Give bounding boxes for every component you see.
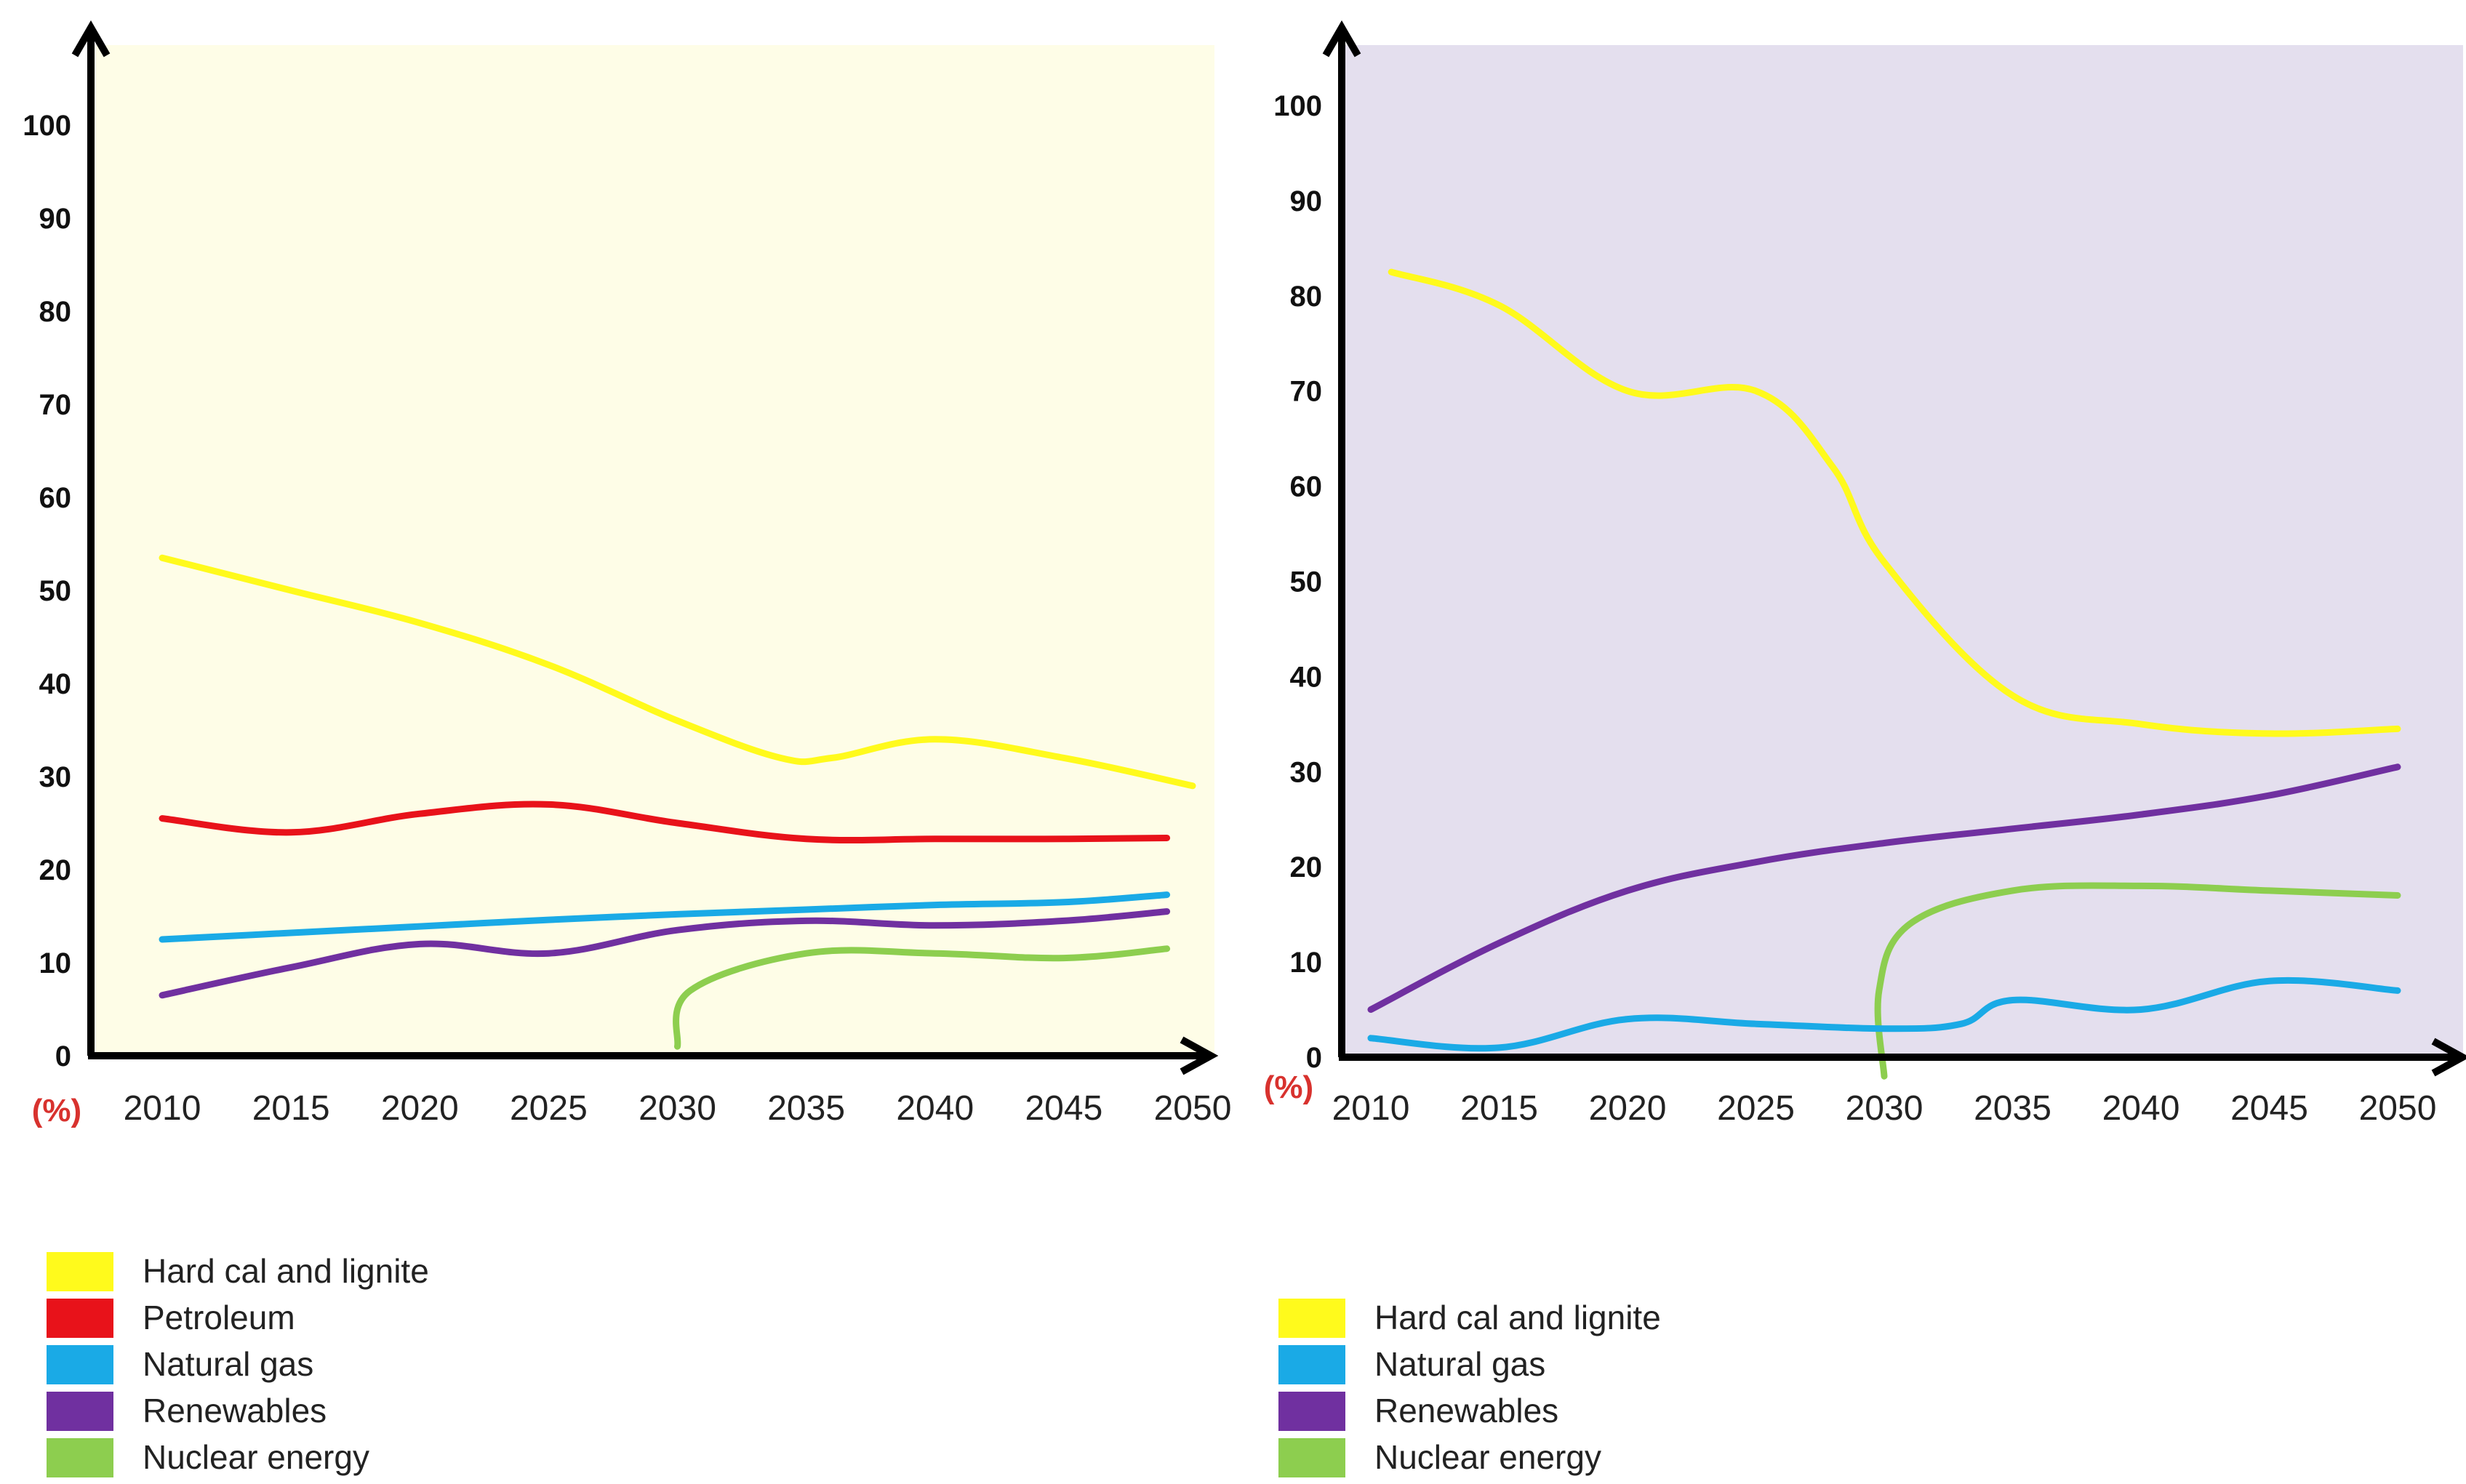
legend-label: Natural gas	[1374, 1345, 1545, 1383]
x-tick-label: 2045	[1025, 1089, 1102, 1128]
y-axis-arrowhead	[71, 20, 111, 57]
series-line-hard-cal-and-lignite	[1388, 268, 2401, 737]
x-tick-label: 2050	[2359, 1089, 2437, 1128]
series-line-petroleum	[159, 801, 1171, 844]
y-tick-label: 0	[1306, 1042, 1322, 1074]
y-tick-label: 30	[1290, 756, 1323, 788]
legend-label: Petroleum	[143, 1299, 295, 1336]
series-line-nuclear-energy	[673, 945, 1171, 1050]
y-tick-label: 80	[1290, 281, 1323, 313]
legend-swatch-petroleum	[47, 1299, 113, 1338]
legend-swatch-renewables	[1278, 1392, 1345, 1431]
legend-swatch-hard-cal-and-lignite	[47, 1252, 113, 1291]
x-tick-label: 2030	[1846, 1089, 1923, 1128]
series-line-renewables	[159, 908, 1171, 999]
plot-background	[1342, 45, 2463, 1060]
unit-label: (%)	[32, 1093, 81, 1128]
x-tick-label: 2040	[2102, 1089, 2180, 1128]
x-tick-label: 2015	[252, 1089, 330, 1128]
legend-swatch-hard-cal-and-lignite	[1278, 1299, 1345, 1338]
x-axis-arrowhead	[1180, 1036, 1219, 1075]
x-tick-label: 2020	[1589, 1089, 1667, 1128]
y-tick-label: 40	[1290, 661, 1323, 693]
y-tick-label: 100	[23, 110, 71, 142]
x-tick-label: 2030	[638, 1089, 716, 1128]
unit-label: (%)	[1264, 1070, 1313, 1105]
x-tick-label: 2010	[1332, 1089, 1410, 1128]
legend-swatch-nuclear-energy	[47, 1438, 113, 1477]
y-tick-label: 50	[1290, 566, 1323, 598]
x-tick-label: 2035	[1974, 1089, 2051, 1128]
legend-swatch-nuclear-energy	[1278, 1438, 1345, 1477]
series-line-natural-gas	[159, 891, 1171, 943]
x-tick-label: 2015	[1460, 1089, 1538, 1128]
y-tick-label: 80	[39, 296, 72, 328]
y-tick-label: 30	[39, 761, 72, 793]
legend-label: Renewables	[1374, 1392, 1558, 1429]
y-tick-label: 10	[39, 947, 72, 979]
y-tick-label: 10	[1290, 947, 1323, 979]
y-axis-arrowhead	[1322, 20, 1361, 57]
y-tick-label: 70	[1290, 376, 1323, 408]
series-line-renewables	[1367, 763, 2401, 1013]
y-tick-label: 0	[55, 1040, 71, 1072]
legend-swatch-natural-gas	[1278, 1345, 1345, 1384]
y-tick-label: 70	[39, 389, 72, 421]
y-tick-label: 20	[1290, 851, 1323, 883]
y-tick-label: 90	[1290, 185, 1323, 217]
x-tick-label: 2025	[510, 1089, 588, 1128]
y-tick-label: 60	[39, 482, 72, 514]
legend-label: Hard cal and lignite	[143, 1252, 429, 1290]
y-tick-label: 40	[39, 668, 72, 700]
x-tick-label: 2050	[1154, 1089, 1232, 1128]
series-line-natural-gas	[1367, 976, 2401, 1052]
x-axis-arrowhead	[2431, 1038, 2466, 1077]
series-line-hard-cal-and-lignite	[159, 554, 1196, 790]
y-tick-label: 100	[1273, 90, 1322, 122]
y-tick-label: 20	[39, 854, 72, 886]
legend-label: Renewables	[143, 1392, 327, 1429]
y-tick-label: 50	[39, 575, 72, 607]
y-tick-label: 60	[1290, 471, 1323, 503]
series-line-nuclear-energy	[1874, 882, 2401, 1080]
x-tick-label: 2035	[767, 1089, 845, 1128]
plot-background	[91, 45, 1214, 1057]
x-tick-label: 2025	[1717, 1089, 1795, 1128]
x-tick-label: 2020	[381, 1089, 459, 1128]
legend-swatch-natural-gas	[47, 1345, 113, 1384]
x-tick-label: 2045	[2230, 1089, 2308, 1128]
legend-label: Hard cal and lignite	[1374, 1299, 1661, 1336]
legend-label: Nuclear energy	[143, 1438, 369, 1476]
y-tick-label: 90	[39, 203, 72, 235]
legend-label: Natural gas	[143, 1345, 313, 1383]
x-tick-label: 2010	[124, 1089, 201, 1128]
legend-label: Nuclear energy	[1374, 1438, 1601, 1476]
x-tick-label: 2040	[896, 1089, 974, 1128]
legend-swatch-renewables	[47, 1392, 113, 1431]
